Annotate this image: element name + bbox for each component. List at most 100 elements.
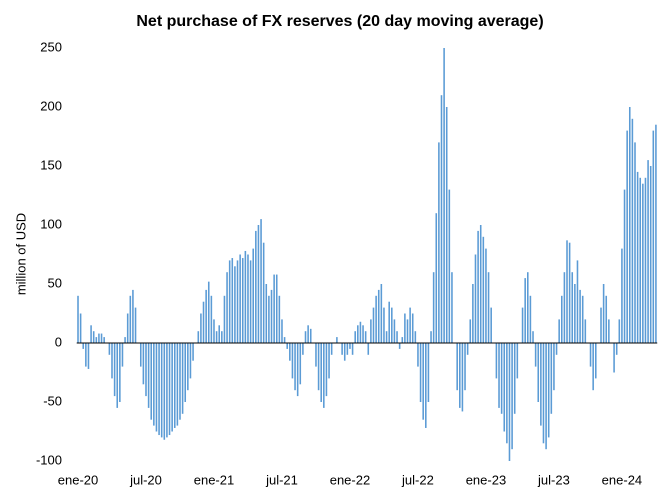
bar — [179, 343, 181, 420]
bar — [354, 331, 356, 343]
bar — [558, 319, 560, 343]
bar — [168, 343, 171, 436]
x-tick-label: jul-22 — [401, 472, 434, 487]
bar — [260, 219, 262, 343]
bar — [372, 307, 375, 343]
bar — [244, 250, 247, 343]
bar — [255, 230, 257, 343]
y-tick-label: -50 — [43, 393, 62, 408]
bar — [594, 343, 597, 379]
bar — [495, 343, 498, 379]
bar — [540, 343, 542, 426]
bar — [391, 307, 393, 343]
bar — [613, 343, 615, 373]
bar — [202, 301, 205, 343]
bar — [247, 254, 249, 343]
bar — [98, 333, 100, 343]
bar — [349, 343, 351, 349]
y-tick-label: 100 — [40, 216, 62, 231]
bar — [176, 343, 179, 426]
bar — [171, 343, 173, 432]
bar — [414, 331, 417, 343]
bar — [82, 343, 85, 349]
bar — [341, 343, 343, 355]
bar — [155, 343, 158, 432]
bar — [584, 319, 587, 343]
bar — [647, 160, 649, 343]
bar — [592, 343, 594, 391]
bar — [215, 331, 218, 343]
bar — [615, 343, 618, 355]
x-tick-label: ene-24 — [602, 472, 642, 487]
x-tick-label: jul-23 — [537, 472, 570, 487]
bar — [90, 325, 92, 343]
bar — [309, 328, 312, 343]
bar — [430, 331, 432, 343]
bar — [221, 331, 223, 343]
bar — [487, 272, 490, 343]
bar — [608, 319, 610, 343]
bar — [628, 107, 631, 343]
bar — [92, 331, 95, 343]
bar — [398, 343, 401, 349]
bar — [513, 343, 516, 414]
bar — [542, 343, 545, 444]
bar — [401, 337, 404, 343]
bar — [448, 189, 451, 343]
bar — [631, 118, 634, 343]
bar — [553, 343, 555, 391]
bar — [479, 225, 482, 343]
bar — [213, 319, 215, 343]
y-tick-label: 200 — [40, 98, 62, 113]
bar — [511, 343, 513, 450]
bar — [234, 266, 236, 343]
bar — [294, 343, 296, 391]
bar — [621, 248, 623, 343]
bar — [289, 343, 291, 361]
bar — [655, 124, 657, 343]
y-axis-label: million of USD — [13, 213, 28, 295]
bar — [537, 343, 540, 402]
bar — [370, 319, 372, 343]
bar — [278, 295, 281, 343]
bar — [239, 254, 241, 343]
bar — [524, 278, 526, 343]
bar — [532, 331, 534, 343]
bar — [500, 343, 503, 414]
bar — [385, 331, 388, 343]
bar — [262, 242, 265, 343]
bar — [205, 289, 207, 343]
bar — [249, 260, 252, 343]
bar — [469, 319, 472, 343]
bar — [474, 254, 477, 343]
bar — [286, 343, 288, 349]
bar — [252, 248, 254, 343]
bar — [163, 343, 166, 440]
bar — [461, 343, 464, 412]
bar — [189, 343, 192, 379]
bar — [560, 295, 563, 343]
bar — [652, 130, 655, 343]
bar — [438, 142, 440, 343]
bar — [236, 260, 239, 343]
x-tick-label: ene-22 — [330, 472, 370, 487]
bar — [275, 274, 278, 343]
bar — [506, 343, 508, 444]
bar — [265, 284, 268, 343]
bar — [618, 319, 621, 343]
bar — [111, 343, 113, 379]
bar — [393, 319, 396, 343]
bar — [121, 343, 124, 367]
bar — [409, 307, 411, 343]
x-tick-label: ene-23 — [466, 472, 506, 487]
bar — [380, 284, 383, 343]
bar — [482, 236, 485, 343]
bar — [132, 289, 134, 343]
bar — [396, 331, 398, 343]
bar — [636, 171, 639, 343]
bar — [100, 333, 103, 343]
bar — [87, 343, 90, 369]
bar — [579, 289, 581, 343]
bar — [503, 343, 506, 432]
